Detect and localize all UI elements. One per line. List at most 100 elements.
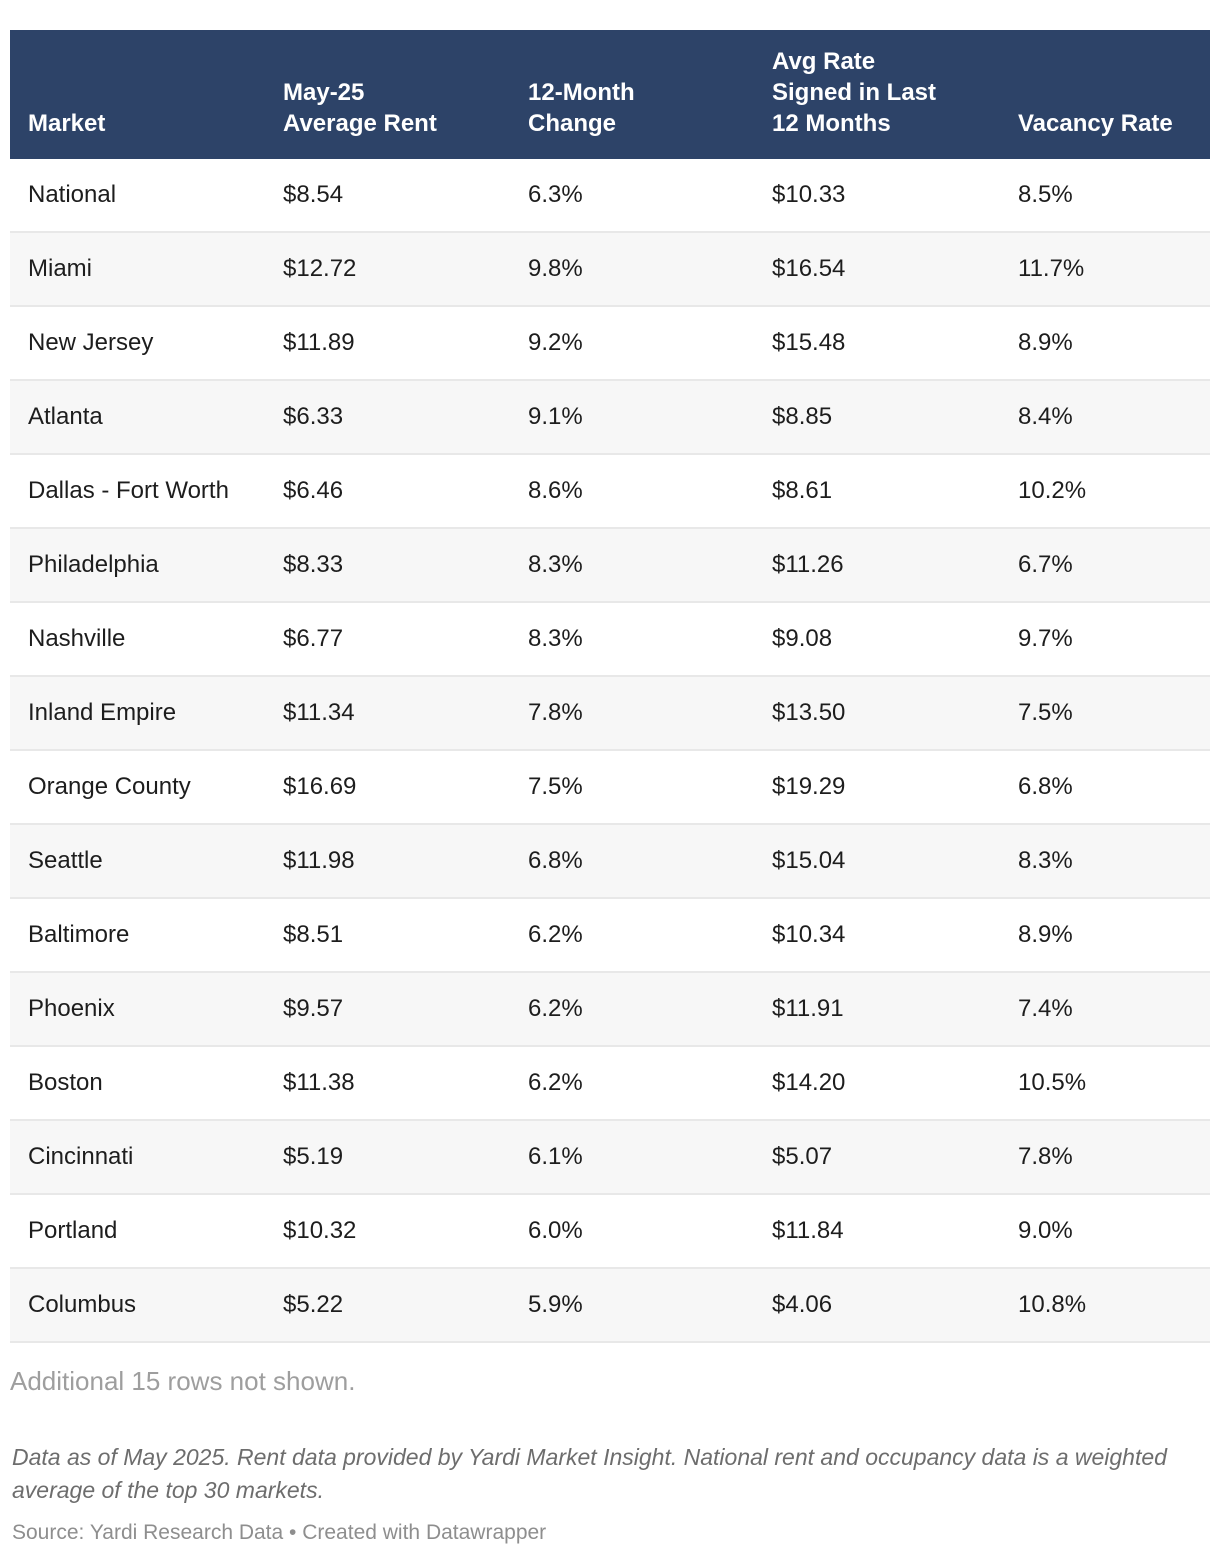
cell-vacancy: 9.0% xyxy=(1000,1194,1210,1269)
cell-rent: $11.34 xyxy=(265,676,510,751)
cell-market: Phoenix xyxy=(10,972,265,1047)
cell-change: 7.8% xyxy=(510,676,754,751)
cell-vacancy: 7.5% xyxy=(1000,676,1210,751)
cell-market: Baltimore xyxy=(10,898,265,973)
cell-rent: $8.33 xyxy=(265,528,510,603)
cell-vacancy: 7.8% xyxy=(1000,1120,1210,1195)
cell-avg_rate: $10.33 xyxy=(754,159,1000,233)
cell-market: Portland xyxy=(10,1194,265,1269)
cell-change: 5.9% xyxy=(510,1268,754,1343)
cell-market: Philadelphia xyxy=(10,528,265,603)
cell-rent: $5.19 xyxy=(265,1120,510,1195)
table-row: Seattle $11.98 6.8% $15.04 8.3% xyxy=(10,824,1210,899)
cell-vacancy: 8.9% xyxy=(1000,306,1210,381)
cell-avg_rate: $11.91 xyxy=(754,972,1000,1047)
cell-change: 9.2% xyxy=(510,306,754,381)
cell-vacancy: 8.4% xyxy=(1000,380,1210,455)
cell-change: 9.1% xyxy=(510,380,754,455)
cell-avg_rate: $15.04 xyxy=(754,824,1000,899)
cell-market: Dallas - Fort Worth xyxy=(10,454,265,529)
table-header: Market May-25 Average Rent 12-Month Chan… xyxy=(10,30,1210,159)
cell-vacancy: 8.3% xyxy=(1000,824,1210,899)
cell-rent: $16.69 xyxy=(265,750,510,825)
cell-market: Boston xyxy=(10,1046,265,1121)
cell-market: New Jersey xyxy=(10,306,265,381)
cell-rent: $8.54 xyxy=(265,159,510,233)
cell-vacancy: 10.2% xyxy=(1000,454,1210,529)
cell-avg_rate: $11.26 xyxy=(754,528,1000,603)
table-row: New Jersey $11.89 9.2% $15.48 8.9% xyxy=(10,306,1210,381)
cell-rent: $11.98 xyxy=(265,824,510,899)
col-header-vacancy-rate: Vacancy Rate xyxy=(1000,30,1210,159)
cell-avg_rate: $5.07 xyxy=(754,1120,1000,1195)
cell-vacancy: 8.9% xyxy=(1000,898,1210,973)
cell-market: Cincinnati xyxy=(10,1120,265,1195)
cell-change: 6.2% xyxy=(510,898,754,973)
table-row: Miami $12.72 9.8% $16.54 11.7% xyxy=(10,232,1210,307)
cell-market: Orange County xyxy=(10,750,265,825)
cell-market: Miami xyxy=(10,232,265,307)
col-header-avg-rate: Avg Rate Signed in Last 12 Months xyxy=(754,30,1000,159)
cell-avg_rate: $11.84 xyxy=(754,1194,1000,1269)
cell-change: 8.6% xyxy=(510,454,754,529)
table-row: Atlanta $6.33 9.1% $8.85 8.4% xyxy=(10,380,1210,455)
cell-vacancy: 7.4% xyxy=(1000,972,1210,1047)
cell-change: 6.0% xyxy=(510,1194,754,1269)
rent-table: Market May-25 Average Rent 12-Month Chan… xyxy=(10,30,1210,1343)
cell-change: 8.3% xyxy=(510,528,754,603)
cell-avg_rate: $13.50 xyxy=(754,676,1000,751)
cell-vacancy: 8.5% xyxy=(1000,159,1210,233)
cell-avg_rate: $19.29 xyxy=(754,750,1000,825)
cell-avg_rate: $16.54 xyxy=(754,232,1000,307)
rows-not-shown-note: Additional 15 rows not shown. xyxy=(10,1366,356,1396)
cell-avg_rate: $15.48 xyxy=(754,306,1000,381)
cell-rent: $8.51 xyxy=(265,898,510,973)
cell-change: 6.8% xyxy=(510,824,754,899)
table-row: Phoenix $9.57 6.2% $11.91 7.4% xyxy=(10,972,1210,1047)
cell-change: 6.1% xyxy=(510,1120,754,1195)
col-header-market: Market xyxy=(10,30,265,159)
cell-rent: $6.46 xyxy=(265,454,510,529)
table-row: Baltimore $8.51 6.2% $10.34 8.9% xyxy=(10,898,1210,973)
cell-vacancy: 6.8% xyxy=(1000,750,1210,825)
cell-market: Atlanta xyxy=(10,380,265,455)
table-row: Columbus $5.22 5.9% $4.06 10.8% xyxy=(10,1268,1210,1343)
cell-avg_rate: $4.06 xyxy=(754,1268,1000,1343)
table-row: Orange County $16.69 7.5% $19.29 6.8% xyxy=(10,750,1210,825)
table-row: National $8.54 6.3% $10.33 8.5% xyxy=(10,159,1210,233)
header-row: Market May-25 Average Rent 12-Month Chan… xyxy=(10,30,1210,159)
table-row: Boston $11.38 6.2% $14.20 10.5% xyxy=(10,1046,1210,1121)
cell-vacancy: 9.7% xyxy=(1000,602,1210,677)
cell-market: Columbus xyxy=(10,1268,265,1343)
table-row: Nashville $6.77 8.3% $9.08 9.7% xyxy=(10,602,1210,677)
data-notes: Data as of May 2025. Rent data provided … xyxy=(12,1444,1167,1503)
cell-avg_rate: $9.08 xyxy=(754,602,1000,677)
cell-rent: $6.33 xyxy=(265,380,510,455)
cell-avg_rate: $14.20 xyxy=(754,1046,1000,1121)
cell-rent: $10.32 xyxy=(265,1194,510,1269)
table-row: Cincinnati $5.19 6.1% $5.07 7.8% xyxy=(10,1120,1210,1195)
cell-vacancy: 10.5% xyxy=(1000,1046,1210,1121)
col-header-average-rent: May-25 Average Rent xyxy=(265,30,510,159)
cell-rent: $11.89 xyxy=(265,306,510,381)
source-line: Source: Yardi Research Data • Created wi… xyxy=(12,1521,547,1544)
cell-vacancy: 10.8% xyxy=(1000,1268,1210,1343)
cell-change: 6.2% xyxy=(510,972,754,1047)
cell-vacancy: 6.7% xyxy=(1000,528,1210,603)
cell-rent: $9.57 xyxy=(265,972,510,1047)
col-header-12mo-change: 12-Month Change xyxy=(510,30,754,159)
cell-market: Inland Empire xyxy=(10,676,265,751)
cell-rent: $6.77 xyxy=(265,602,510,677)
cell-change: 7.5% xyxy=(510,750,754,825)
table-row: Philadelphia $8.33 8.3% $11.26 6.7% xyxy=(10,528,1210,603)
cell-change: 8.3% xyxy=(510,602,754,677)
cell-market: National xyxy=(10,159,265,233)
cell-avg_rate: $10.34 xyxy=(754,898,1000,973)
cell-change: 6.2% xyxy=(510,1046,754,1121)
cell-rent: $11.38 xyxy=(265,1046,510,1121)
cell-vacancy: 11.7% xyxy=(1000,232,1210,307)
cell-market: Seattle xyxy=(10,824,265,899)
table-row: Inland Empire $11.34 7.8% $13.50 7.5% xyxy=(10,676,1210,751)
cell-rent: $12.72 xyxy=(265,232,510,307)
